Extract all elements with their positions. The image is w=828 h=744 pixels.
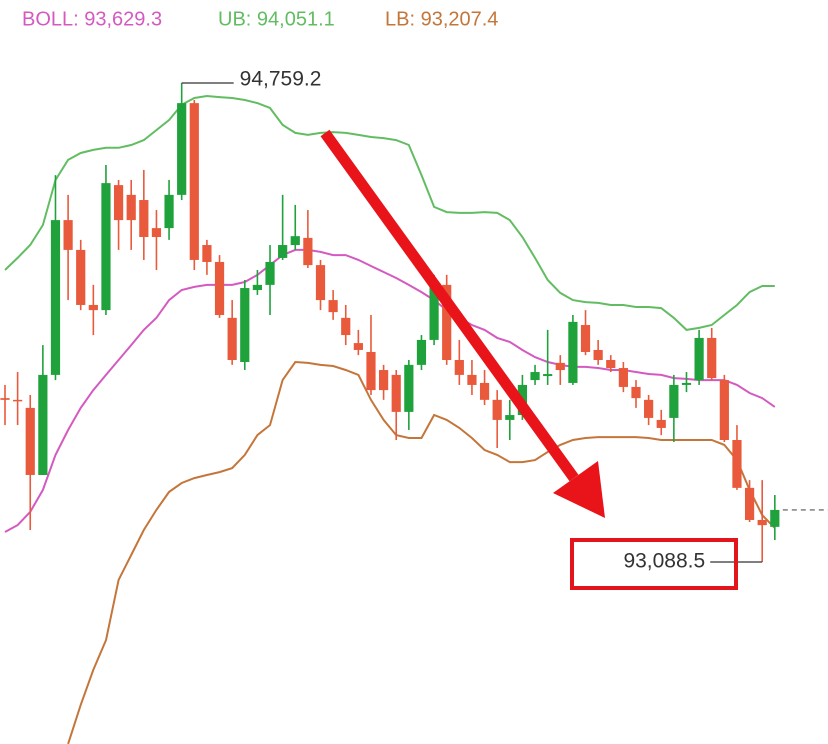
- candle-body: [593, 349, 603, 361]
- candle-body: [240, 288, 250, 363]
- candle-body: [744, 487, 755, 520]
- candle-body: [303, 237, 313, 266]
- candle-body: [202, 245, 212, 262]
- annotations: 94,759.2 93,088.5: [181, 68, 763, 573]
- candle-body: [479, 382, 490, 400]
- candle-body: [644, 399, 654, 418]
- candle-body: [379, 370, 389, 391]
- candle-body: [76, 249, 86, 305]
- candle-body: [252, 284, 262, 291]
- band-line: [67, 360, 776, 744]
- candle-body: [101, 183, 111, 311]
- candle-body: [467, 374, 477, 385]
- highlight-box: [570, 538, 738, 590]
- low-label: 93,088.5: [623, 550, 705, 573]
- candle-body: [38, 374, 48, 475]
- candle-body: [669, 384, 679, 418]
- candle-body: [88, 304, 98, 311]
- candle-body: [492, 399, 502, 420]
- candle-body: [353, 343, 363, 350]
- candle-body: [227, 317, 237, 361]
- candles: [0, 82, 828, 562]
- band-line: [4, 248, 776, 533]
- high-label: 94,759.2: [240, 68, 322, 91]
- candle-body: [555, 362, 565, 371]
- candle-body: [328, 300, 338, 313]
- candle-body: [151, 228, 162, 238]
- arrow-shaft: [320, 129, 579, 482]
- candle-body: [442, 284, 452, 361]
- candle-body: [568, 321, 578, 383]
- candle-body: [177, 103, 187, 195]
- candle-body: [429, 284, 439, 340]
- candle-body: [530, 372, 540, 381]
- candle-body: [63, 220, 73, 250]
- arrow-head: [553, 461, 605, 518]
- candle-body: [416, 339, 427, 365]
- candle-body: [139, 200, 149, 238]
- candle-body: [50, 220, 61, 375]
- candle-body: [543, 374, 553, 377]
- candle-body: [278, 245, 288, 258]
- candle-body: [656, 419, 666, 428]
- candle-body: [770, 509, 780, 527]
- candle-body: [0, 398, 10, 400]
- candle-body: [25, 407, 35, 475]
- legend: BOLL: 93,629.3 UB: 94,051.1 LB: 93,207.4: [22, 8, 498, 30]
- candle-body: [732, 439, 742, 488]
- candle-body: [290, 236, 300, 246]
- candle-body: [631, 386, 641, 399]
- candle-body: [164, 194, 174, 229]
- legend-entry: BOLL: 93,629.3: [22, 8, 162, 30]
- candle-body: [719, 380, 729, 440]
- candle-body: [366, 351, 376, 391]
- candle-body: [315, 265, 326, 301]
- candle-body: [126, 194, 136, 221]
- candle-body: [757, 519, 767, 526]
- candle-body: [580, 325, 591, 352]
- candle-body: [404, 364, 414, 412]
- legend-entry: LB: 93,207.4: [385, 8, 498, 30]
- candle-body: [707, 337, 717, 379]
- candle-body: [13, 399, 23, 402]
- band-line: [4, 94, 775, 331]
- candle-body: [214, 261, 225, 315]
- candle-body: [113, 185, 124, 221]
- trend-arrow: [320, 129, 605, 518]
- candle-body: [694, 337, 704, 381]
- candle-body: [681, 382, 692, 385]
- candle-body: [505, 415, 515, 420]
- candle-body: [606, 360, 616, 369]
- candle-body: [391, 374, 401, 412]
- candle-body: [341, 317, 351, 336]
- candle-body: [454, 360, 464, 375]
- candle-body: [189, 103, 199, 260]
- bands: [4, 94, 776, 744]
- legend-entry: UB: 94,051.1: [218, 8, 335, 30]
- candle-body: [265, 261, 275, 285]
- candle-body: [618, 368, 628, 387]
